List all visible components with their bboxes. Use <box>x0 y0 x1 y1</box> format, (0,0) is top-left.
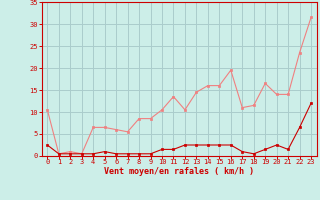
X-axis label: Vent moyen/en rafales ( km/h ): Vent moyen/en rafales ( km/h ) <box>104 167 254 176</box>
